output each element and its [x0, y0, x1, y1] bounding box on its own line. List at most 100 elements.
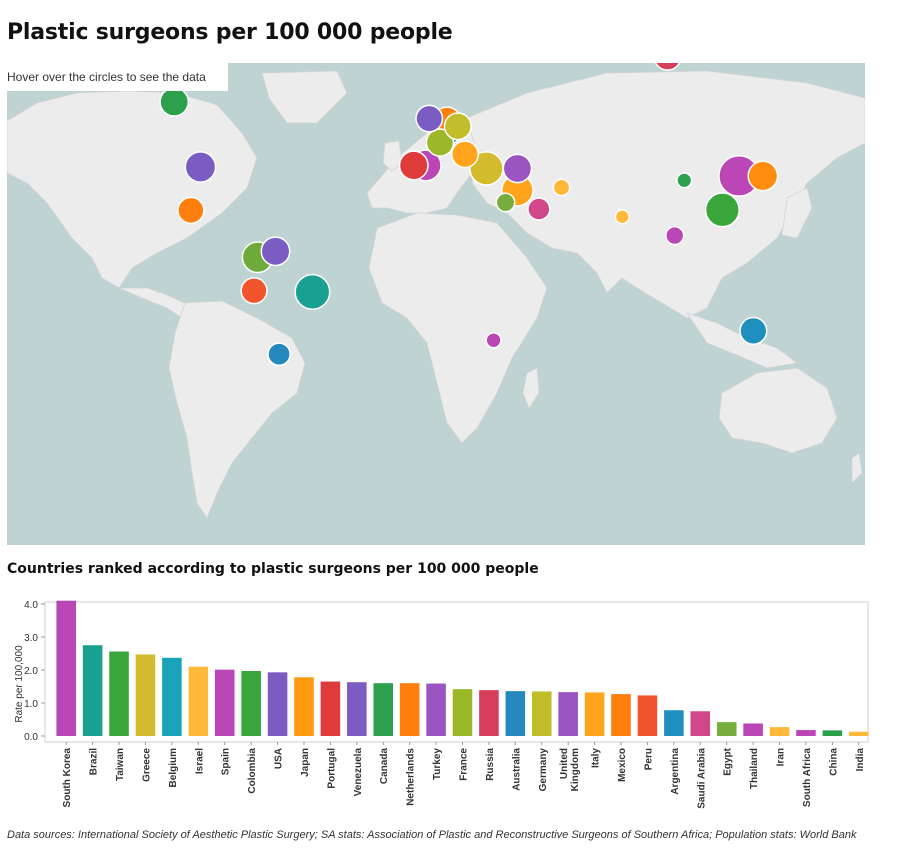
x-tick-label: Argentina: [670, 748, 681, 795]
x-tick-label: Israel: [194, 748, 205, 774]
x-tick-label: Iran: [776, 748, 787, 766]
bar-canada: [373, 683, 394, 736]
bubble-germany[interactable]: [443, 112, 472, 141]
land-uk: [382, 140, 403, 172]
bar-russia: [479, 690, 499, 736]
bar-usa: [267, 672, 288, 736]
x-tick-label: Russia: [485, 748, 496, 781]
bubble-turkey[interactable]: [502, 153, 533, 184]
bar-iran: [769, 727, 790, 736]
bar-peru: [637, 695, 658, 736]
x-tick-label: Kingdom: [570, 748, 581, 791]
bubble-australia[interactable]: [739, 316, 768, 345]
x-tick-label: Belgium: [168, 748, 179, 788]
bubble-saudi-arabia[interactable]: [527, 197, 551, 221]
land-madagascar: [522, 367, 540, 409]
land-north-america: [7, 90, 258, 289]
x-tick-label: Germany: [538, 748, 549, 792]
bar-venezuela: [347, 682, 367, 736]
bubble-italy[interactable]: [451, 140, 479, 169]
bubble-usa[interactable]: [184, 151, 217, 183]
land-central-america: [118, 287, 193, 319]
y-tick-label: 1.0: [24, 699, 38, 710]
land-japan: [781, 187, 813, 239]
x-tick-label: Canada: [379, 748, 390, 785]
landmasses: [7, 70, 865, 519]
bubble-thailand[interactable]: [665, 225, 685, 246]
bubble-india[interactable]: [614, 209, 630, 225]
bubble-iran[interactable]: [552, 178, 571, 197]
map-svg: [7, 63, 865, 519]
bar-saudi-arabia: [690, 711, 711, 736]
bubble-china[interactable]: [676, 172, 693, 189]
bubble-argentina[interactable]: [267, 342, 291, 367]
x-tick-label: Greece: [141, 748, 152, 782]
bar-brazil: [82, 645, 103, 736]
land-new-zealand: [851, 452, 863, 484]
bubble-canada[interactable]: [159, 87, 190, 117]
x-tick-label: Peru: [643, 748, 654, 770]
bar-greece: [135, 654, 156, 736]
bar-mexico: [611, 694, 631, 736]
bar-egypt: [716, 722, 737, 736]
bar-portugal: [320, 681, 341, 736]
y-axis-label: Rate per 100,000: [14, 645, 25, 723]
y-tick-label: 3.0: [24, 633, 38, 644]
bar-argentina: [664, 710, 684, 736]
bar-netherlands: [399, 683, 420, 736]
x-tick-label: Netherlands: [406, 748, 417, 806]
x-tick-label: Italy: [591, 748, 602, 768]
bubble-portugal[interactable]: [398, 150, 429, 181]
land-southeast-asia: [686, 312, 798, 369]
bar-australia: [505, 691, 526, 736]
bar-germany: [531, 691, 552, 736]
page-title: Plastic surgeons per 100 000 people: [7, 20, 453, 45]
x-tick-label: South Korea: [62, 748, 73, 808]
x-tick-label: China: [828, 748, 839, 776]
bubble-russia[interactable]: [654, 63, 681, 71]
bar-spain: [214, 669, 235, 736]
bar-chart: 0.0 1.0 2.0 3.0 4.0 Rate per 100,000 South Kor…: [7, 598, 869, 820]
land-australia: [718, 367, 838, 454]
y-tick-label: 2.0: [24, 666, 38, 677]
land-africa: [368, 212, 548, 444]
bubble-brazil[interactable]: [294, 273, 331, 310]
bubble-france[interactable]: [425, 128, 455, 157]
bar-france: [452, 689, 473, 736]
bubble-south-africa[interactable]: [485, 332, 502, 349]
hover-note-text: Hover over the circles to see the data: [7, 70, 206, 84]
bubble-venezuela[interactable]: [260, 236, 291, 267]
hover-note: Hover over the circles to see the data: [7, 63, 228, 91]
x-tick-label: South Africa: [802, 748, 813, 808]
bubble-egypt[interactable]: [495, 192, 516, 213]
x-tick-label: Venezuela: [353, 748, 364, 797]
world-map[interactable]: Hover over the circles to see the data: [7, 63, 865, 545]
land-asia: [466, 70, 865, 319]
bar-israel: [188, 666, 209, 736]
bubble-layer[interactable]: [159, 63, 779, 367]
bar-south-africa: [796, 730, 816, 736]
bubble-taiwan[interactable]: [704, 192, 740, 228]
chart-title: Countries ranked according to plastic su…: [7, 561, 539, 577]
x-tick-label: Colombia: [247, 748, 258, 794]
x-tick-label: Turkey: [432, 748, 443, 780]
bubble-united-kingdom[interactable]: [415, 104, 444, 133]
x-tick-label: Spain: [221, 748, 232, 775]
x-tick-label: Saudi Arabia: [696, 748, 707, 809]
x-tick-label: Brazil: [89, 748, 100, 775]
bubble-mexico[interactable]: [177, 196, 205, 225]
y-tick-label: 4.0: [24, 600, 38, 611]
bar-china: [822, 730, 843, 736]
x-tick-label: Mexico: [617, 748, 628, 782]
bar-united-kingdom: [558, 692, 578, 736]
bar-colombia: [241, 670, 261, 736]
bubble-peru[interactable]: [240, 277, 268, 305]
x-tick-label: Egypt: [723, 747, 734, 775]
bubble-japan[interactable]: [747, 160, 779, 192]
bar-taiwan: [109, 651, 129, 736]
bar-belgium: [162, 657, 182, 736]
x-tick-label: USA: [274, 748, 285, 769]
bar-india: [849, 731, 869, 736]
land-south-america: [168, 300, 306, 519]
data-source-note: Data sources: International Society of A…: [7, 829, 857, 841]
